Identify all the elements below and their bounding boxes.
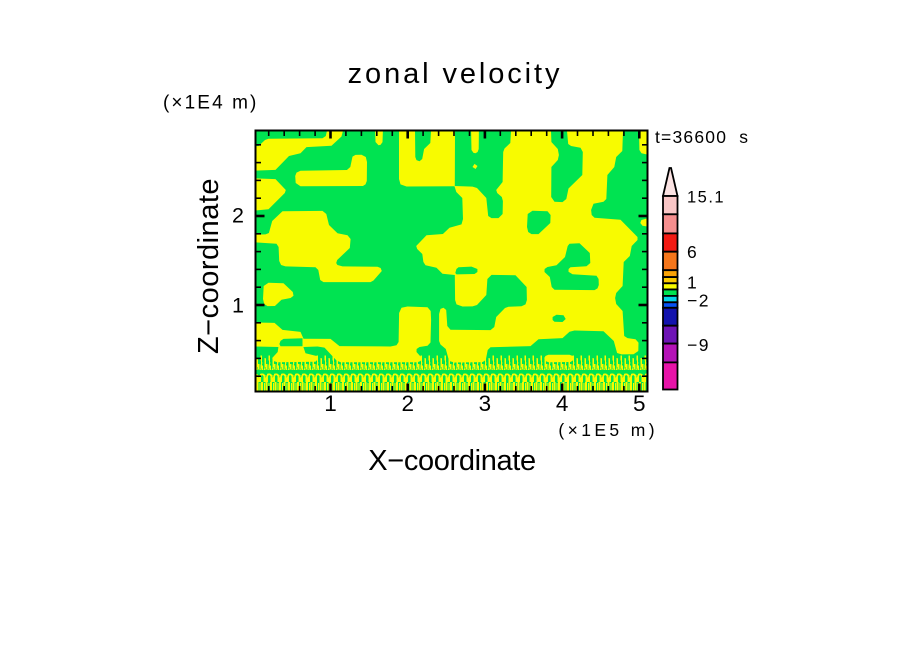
svg-text:15.1: 15.1 <box>687 189 725 207</box>
svg-text:Z−coordinate: Z−coordinate <box>193 178 225 354</box>
svg-text:1: 1 <box>687 273 698 293</box>
svg-text:4: 4 <box>556 391 569 416</box>
svg-text:1: 1 <box>324 391 337 416</box>
svg-text:X−coordinate: X−coordinate <box>368 445 536 477</box>
svg-text:1: 1 <box>232 294 244 318</box>
svg-text:t=36600 s: t=36600 s <box>655 127 749 147</box>
svg-text:−2: −2 <box>687 291 710 311</box>
svg-text:zonal velocity: zonal velocity <box>348 58 563 90</box>
svg-text:3: 3 <box>479 391 492 416</box>
svg-text:5: 5 <box>633 391 646 416</box>
svg-text:(×1E4 m): (×1E4 m) <box>163 93 258 114</box>
svg-text:6: 6 <box>687 242 698 262</box>
svg-text:2: 2 <box>401 391 414 416</box>
svg-text:(×1E5 m): (×1E5 m) <box>558 420 658 440</box>
svg-text:−9: −9 <box>687 335 710 355</box>
svg-text:2: 2 <box>232 204 244 228</box>
